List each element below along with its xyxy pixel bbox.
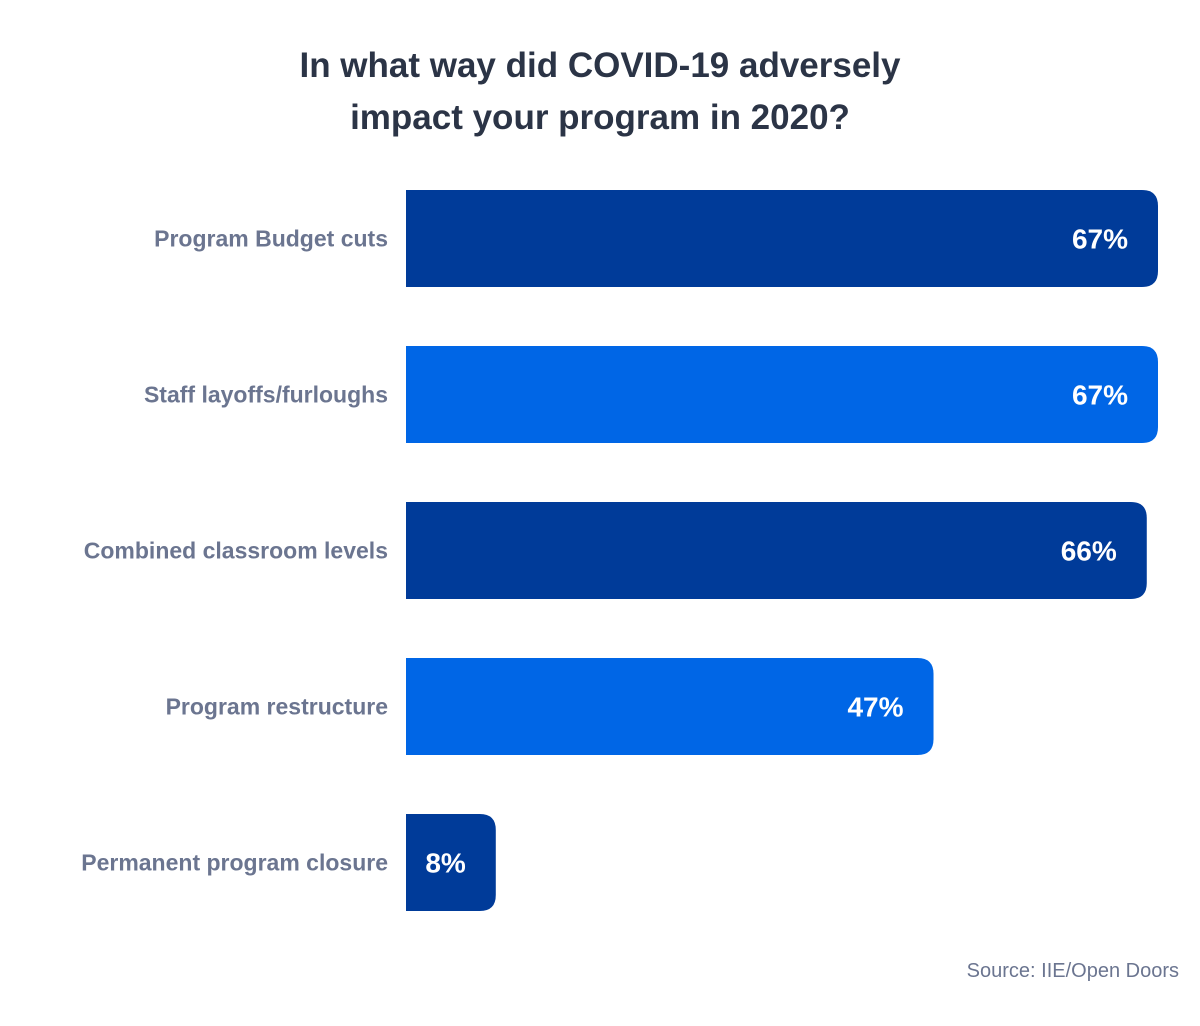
bar-program-budget-cuts xyxy=(406,190,1158,287)
value-label-permanent-program-closure: 8% xyxy=(425,848,466,879)
category-label-permanent-program-closure: Permanent program closure xyxy=(81,850,388,876)
bar-program-restructure xyxy=(406,658,934,755)
category-label-program-restructure: Program restructure xyxy=(166,694,388,720)
chart-title-line-1: In what way did COVID-19 adversely xyxy=(299,46,901,85)
value-label-program-restructure: 47% xyxy=(847,692,903,723)
bar-combined-classroom-levels xyxy=(406,502,1147,599)
category-label-program-budget-cuts: Program Budget cuts xyxy=(154,226,388,252)
chart-title-line-2: impact your program in 2020? xyxy=(350,98,850,137)
value-label-staff-layoffs-furloughs: 67% xyxy=(1072,380,1128,411)
category-label-combined-classroom-levels: Combined classroom levels xyxy=(84,538,388,564)
category-label-staff-layoffs-furloughs: Staff layoffs/furloughs xyxy=(144,382,388,408)
value-label-program-budget-cuts: 67% xyxy=(1072,224,1128,255)
bar-staff-layoffs-furloughs xyxy=(406,346,1158,443)
source-note: Source: IIE/Open Doors xyxy=(966,960,1179,982)
value-label-combined-classroom-levels: 66% xyxy=(1061,536,1117,567)
bar-permanent-program-closure xyxy=(406,814,496,911)
chart-title: In what way did COVID-19 adversely impac… xyxy=(0,40,1200,144)
